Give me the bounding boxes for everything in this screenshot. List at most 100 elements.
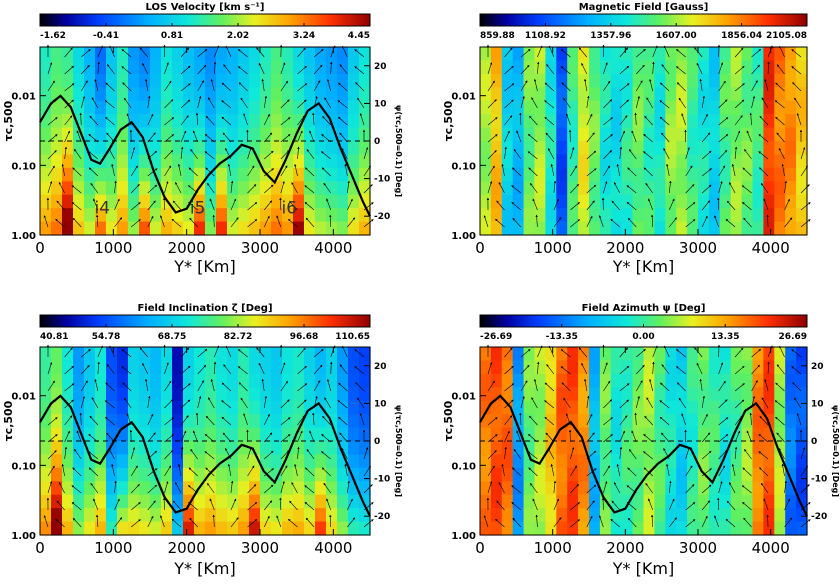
heatmap-cell [741,360,754,375]
right-tick-label: 0 [374,437,380,447]
heatmap-cell [150,208,162,223]
heatmap-cell [490,208,503,223]
heatmap-cell [589,114,601,129]
heatmap-cell [719,508,732,523]
vector-arrow [64,47,73,58]
heatmap-cell [512,221,525,236]
heatmap-cell [84,441,96,456]
heatmap-cell [205,127,217,142]
heatmap-cell [763,167,775,182]
heatmap-cell [654,508,666,523]
vector-arrow [81,80,88,92]
heatmap-cell [293,508,305,523]
heatmap-cell [687,73,699,88]
heatmap-cell [665,373,677,388]
heatmap-cell [260,194,272,209]
heatmap-cell [238,360,250,375]
heatmap-cell [348,494,360,509]
heatmap-cell [172,508,184,523]
heatmap-cell [741,127,754,142]
heatmap-cell [150,414,162,429]
vector-arrow [89,115,99,126]
heatmap-cell [621,347,634,362]
heatmap-cell [293,347,305,362]
heatmap-cell [774,494,786,509]
heatmap-cell [643,360,655,375]
heatmap-cell [73,414,85,429]
vector-arrow [104,100,115,109]
heatmap-cell [534,414,546,429]
heatmap-cell [752,414,764,429]
heatmap-cell [752,454,764,469]
heatmap-cell [95,387,107,402]
vector-arrow [243,113,248,126]
heatmap-cell [205,387,217,402]
vector-arrow [775,82,785,92]
vector-arrow [531,97,538,109]
vector-arrow [751,380,758,392]
heatmap-cell [632,73,645,88]
vector-arrow [659,400,670,409]
vector-arrow [225,345,232,358]
heatmap-cell [752,127,764,142]
heatmap-cell [106,508,118,523]
vector-arrow [64,365,74,375]
vector-arrow [164,399,174,409]
heatmap-cell [172,114,184,129]
heatmap-cell [73,73,85,88]
heatmap-cell [599,508,612,523]
heatmap-cell [643,167,655,182]
vector-arrow [547,148,555,160]
heatmap-cell [51,494,63,509]
heatmap-cell [578,454,590,469]
x-tick-label: 2000 [168,539,206,557]
colorbar [479,13,808,27]
vector-arrow [230,498,237,511]
heatmap-cell [599,387,612,402]
x-tick-label: 0 [475,239,485,257]
annotation-label: i6 [282,198,298,218]
heatmap-cell [708,141,721,156]
heatmap-cell [534,481,546,496]
heatmap-cell [719,521,732,536]
heatmap-cell [654,347,666,362]
vector-arrow [650,214,654,228]
heatmap-cell [610,387,623,402]
colorbar-tick-label: 2.02 [227,31,249,41]
heatmap-cell [150,360,162,375]
heatmap-cell [490,467,503,482]
heatmap-cell [643,221,655,236]
vector-arrow [354,66,365,75]
vector-arrow [130,447,136,460]
heatmap-cell [95,194,107,209]
heatmap-cell [216,194,228,209]
heatmap-cell [161,427,173,442]
x-tick-label: 0 [475,539,485,557]
vector-arrow [291,182,298,194]
heatmap-cell [315,127,327,142]
heatmap-cell [238,221,250,236]
heatmap-cell [512,454,525,469]
heatmap-cell [216,221,228,236]
heatmap-cell [730,87,743,102]
heatmap-cell [741,441,754,456]
heatmap-cell [556,154,568,169]
heatmap-cell [84,467,96,482]
heatmap-cell [293,127,305,142]
heatmap-cell [752,181,764,196]
heatmap-cell [523,521,536,536]
vector-arrow [230,180,234,194]
heatmap-cell [480,508,492,523]
vector-arrow [237,366,248,375]
vector-arrow [247,184,257,194]
heatmap-cell [73,60,85,75]
heatmap-cell [150,387,162,402]
vector-arrow [354,49,365,58]
heatmap-cell [183,114,195,129]
vector-arrow [339,64,348,75]
heatmap-cell [95,508,107,523]
heatmap-cell [194,100,206,115]
heatmap-cell [523,441,536,456]
heatmap-cell [84,373,96,388]
vector-arrow [324,397,331,409]
